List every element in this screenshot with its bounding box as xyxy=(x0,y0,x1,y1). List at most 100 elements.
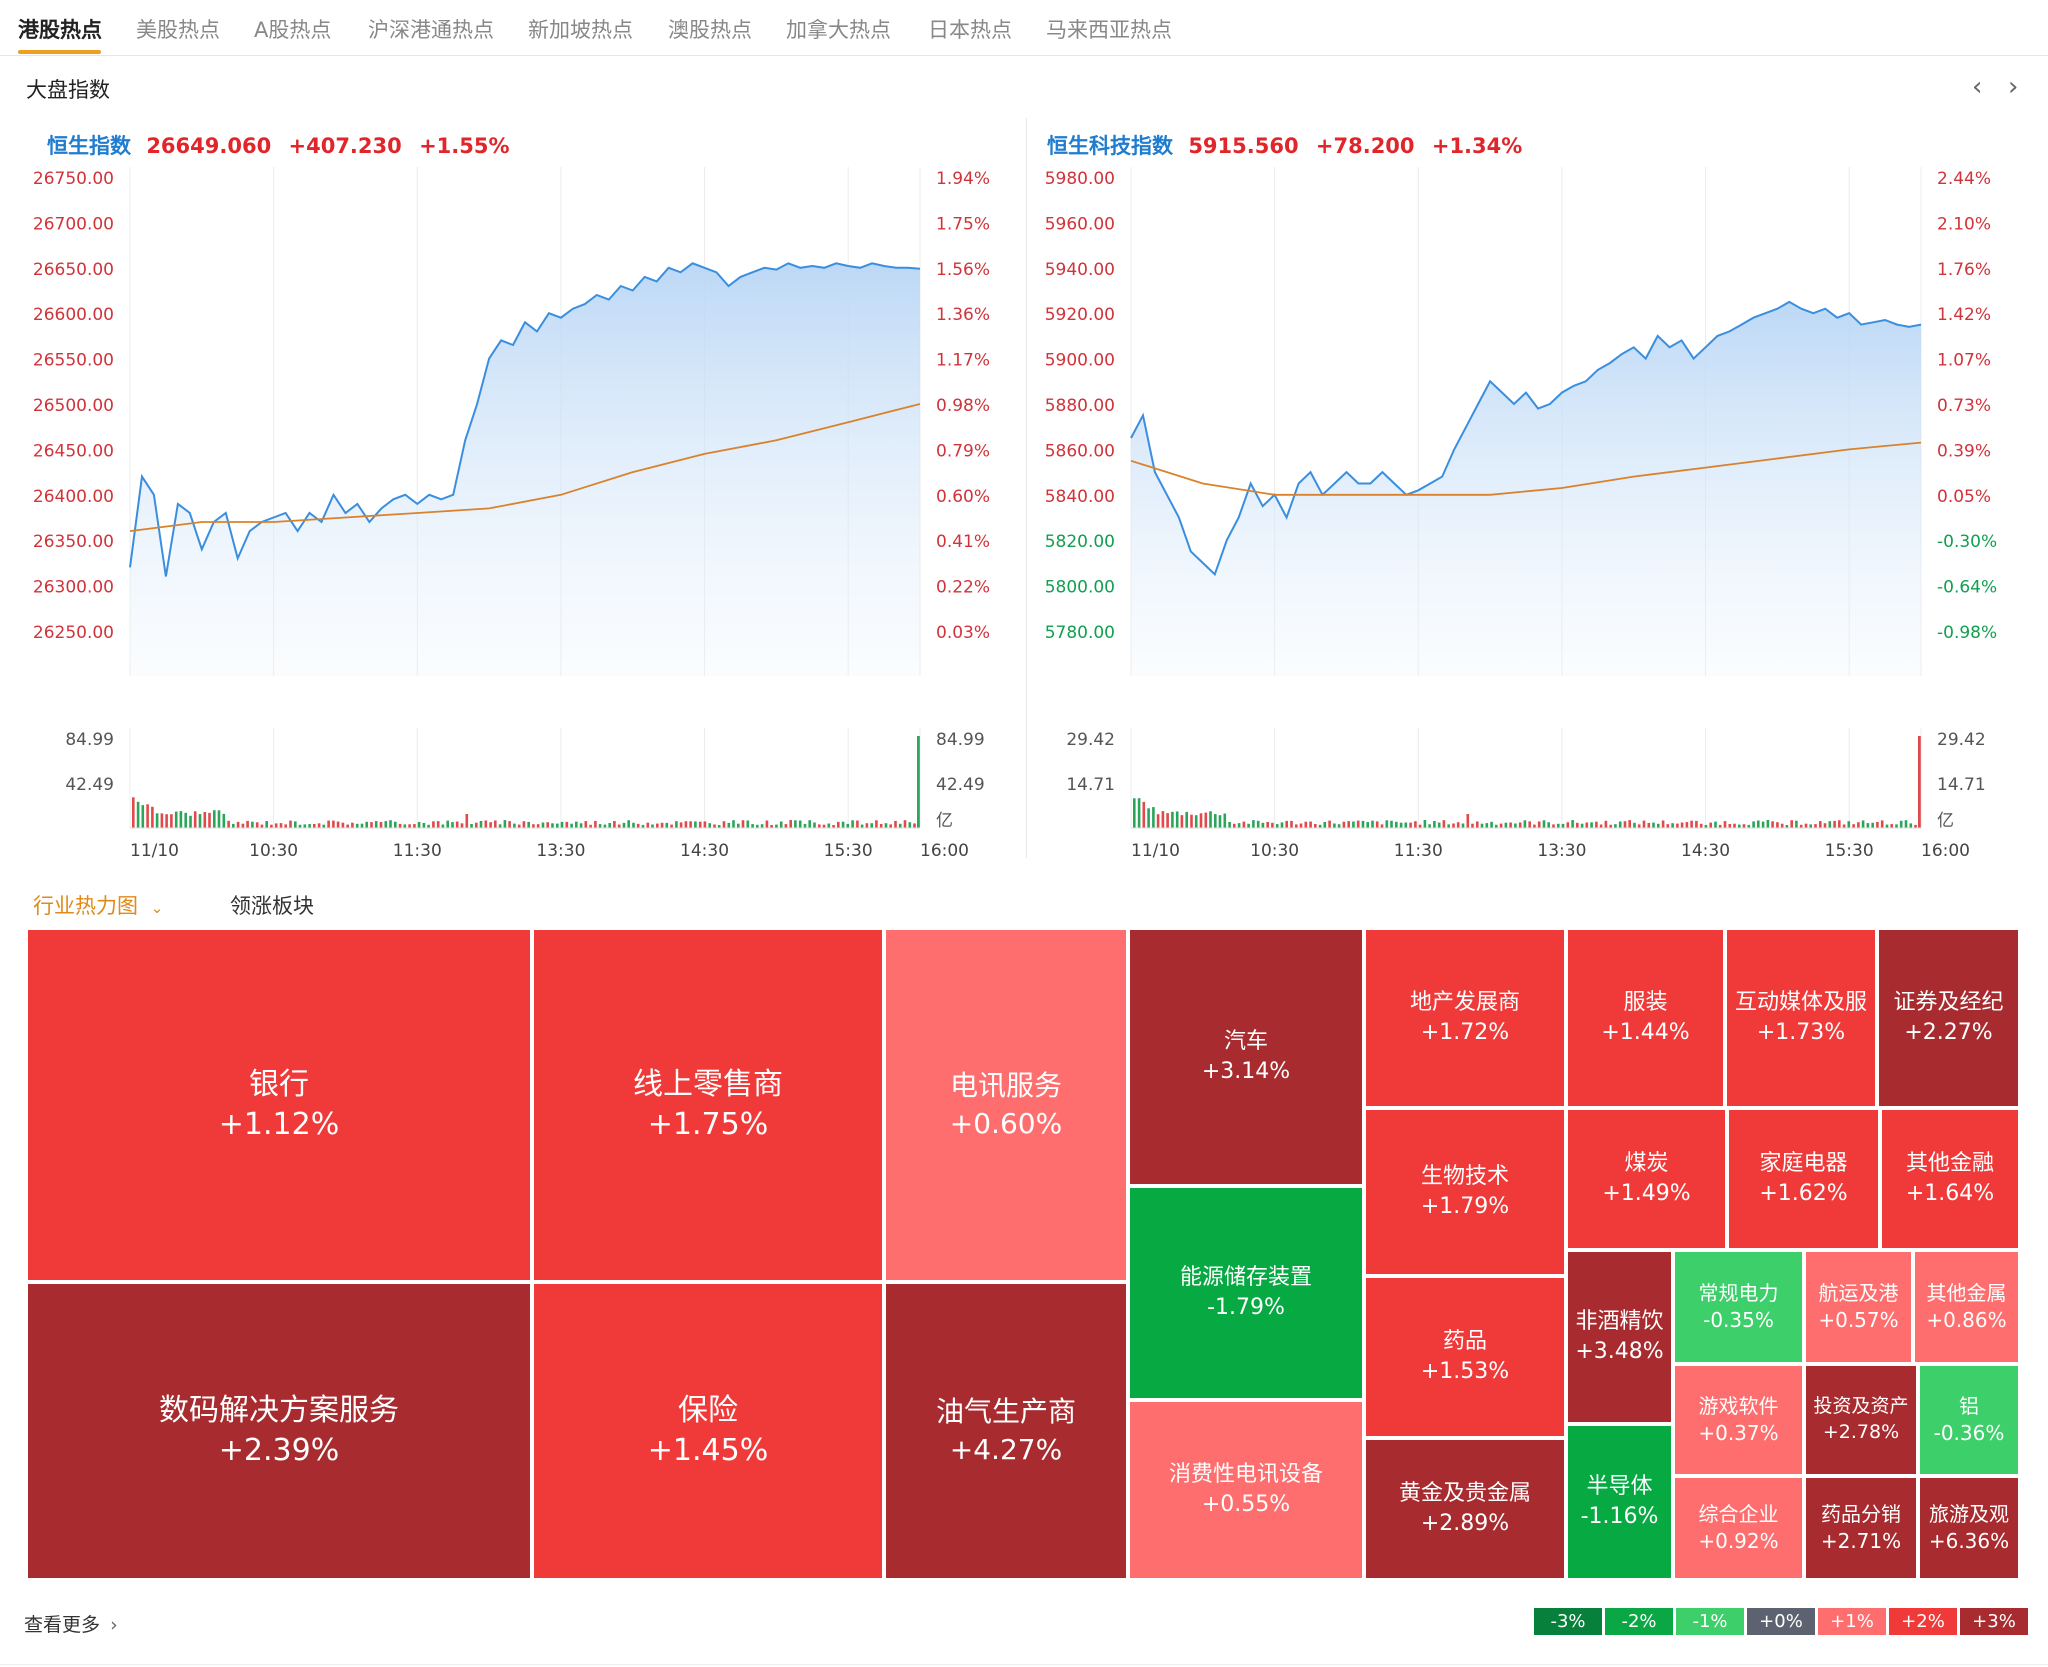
volume-bar xyxy=(1557,823,1560,828)
sector-cell[interactable]: 非酒精饮 +3.48% xyxy=(1566,1250,1673,1424)
volume-bar xyxy=(1842,824,1846,828)
average-line xyxy=(1130,441,1922,496)
volume-bar xyxy=(908,822,912,828)
volume-bar xyxy=(1318,824,1322,828)
volume-bar xyxy=(1657,823,1660,828)
volume-bar xyxy=(1299,823,1303,828)
index-name[interactable]: 恒生科技指数 xyxy=(1047,134,1173,158)
legend-swatch: -2% xyxy=(1605,1608,1673,1635)
sector-cell[interactable]: 药品 +1.53% xyxy=(1364,1276,1566,1438)
sector-cell[interactable]: 地产发展商 +1.72% xyxy=(1364,928,1566,1108)
volume-bar xyxy=(1623,821,1627,828)
volume-bar xyxy=(1590,822,1593,828)
sector-cell[interactable]: 游戏软件 +0.37% xyxy=(1673,1364,1804,1476)
sector-cell[interactable]: 汽车 +3.14% xyxy=(1128,928,1364,1186)
volume-bar xyxy=(1561,823,1565,828)
volume-bar xyxy=(284,824,287,828)
volume-bar xyxy=(598,824,602,828)
index-name[interactable]: 恒生指数 xyxy=(47,134,131,158)
sector-cell[interactable]: 其他金融 +1.64% xyxy=(1880,1108,2020,1250)
heatmap-tab[interactable]: 行业热力图 ⌄ xyxy=(33,890,163,920)
sector-name: 煤炭 xyxy=(1624,1151,1669,1177)
sector-cell[interactable]: 铝 -0.36% xyxy=(1918,1364,2020,1476)
volume-bar xyxy=(384,821,388,828)
volume-bar xyxy=(213,810,216,828)
sector-cell[interactable]: 数码解决方案服务 +2.39% xyxy=(26,1282,532,1580)
leading-sectors-tab[interactable]: 领涨板块 xyxy=(230,894,314,918)
volume-bar xyxy=(1275,824,1279,828)
volume-bar xyxy=(1323,822,1327,828)
chevron-left-icon[interactable]: ‹ xyxy=(1972,72,1983,102)
volume-bar xyxy=(260,824,264,828)
volume-bar xyxy=(1876,822,1879,828)
tab-hk[interactable]: 港股热点 xyxy=(18,18,102,42)
volume-bar xyxy=(1209,811,1212,828)
sector-name: 常规电力 xyxy=(1698,1281,1779,1305)
sector-cell[interactable]: 油气生产商 +4.27% xyxy=(884,1282,1128,1580)
volume-bar xyxy=(784,824,788,828)
volume-bar xyxy=(1871,822,1874,828)
sector-cell[interactable]: 投资及资产 +2.78% xyxy=(1804,1364,1918,1476)
volume-bar xyxy=(427,824,430,828)
volume-bar xyxy=(694,821,697,828)
volume-bar xyxy=(803,823,807,828)
sector-cell[interactable]: 黄金及贵金属 +2.89% xyxy=(1364,1438,1566,1580)
tab-us[interactable]: 美股热点 xyxy=(136,18,220,42)
sector-cell[interactable]: 生物技术 +1.79% xyxy=(1364,1108,1566,1276)
volume-bar xyxy=(417,822,421,828)
sector-cell[interactable]: 其他金属 +0.86% xyxy=(1913,1250,2020,1364)
tab-australia[interactable]: 澳股热点 xyxy=(668,18,752,42)
volume-bar xyxy=(1490,821,1493,828)
volume-bar xyxy=(332,820,335,828)
sector-cell[interactable]: 综合企业 +0.92% xyxy=(1673,1476,1804,1580)
sector-cell[interactable]: 药品分销 +2.71% xyxy=(1804,1476,1918,1580)
sector-cell[interactable]: 互动媒体及服 +1.73% xyxy=(1725,928,1877,1108)
sector-cell[interactable]: 证券及经纪 +2.27% xyxy=(1877,928,2020,1108)
sector-cell[interactable]: 保险 +1.45% xyxy=(532,1282,884,1580)
y-tick-label-pct: 2.10% xyxy=(1937,214,1991,234)
sector-pct: +2.78% xyxy=(1822,1421,1900,1443)
sector-cell[interactable]: 半导体 -1.16% xyxy=(1566,1424,1673,1580)
volume-bar xyxy=(1333,823,1336,828)
volume-bar xyxy=(1361,820,1365,828)
sector-name: 地产发展商 xyxy=(1409,990,1520,1016)
tab-a-share[interactable]: A股热点 xyxy=(254,18,332,42)
tab-malaysia[interactable]: 马来西亚热点 xyxy=(1046,18,1172,42)
sector-cell[interactable]: 常规电力 -0.35% xyxy=(1673,1250,1804,1364)
sector-name: 线上零售商 xyxy=(633,1066,783,1102)
volume-bar xyxy=(274,823,278,828)
sector-cell[interactable]: 煤炭 +1.49% xyxy=(1566,1108,1727,1250)
volume-bar xyxy=(193,811,197,828)
sector-cell[interactable]: 航运及港 +0.57% xyxy=(1804,1250,1913,1364)
hstech-chart[interactable]: 5980.00 5960.00 5940.00 5920.00 5900.00 5880.… xyxy=(1027,115,2027,860)
hsi-chart[interactable]: 26750.00 26700.00 26650.00 26600.00 26550.00… xyxy=(26,115,1025,860)
volume-bar xyxy=(846,823,850,828)
sector-cell[interactable]: 电讯服务 +0.60% xyxy=(884,928,1128,1282)
sector-cell[interactable]: 家庭电器 +1.62% xyxy=(1727,1108,1880,1250)
sector-cell[interactable]: 消费性电讯设备 +0.55% xyxy=(1128,1400,1364,1580)
sector-pct: +1.62% xyxy=(1759,1181,1848,1206)
volume-bar xyxy=(313,824,316,828)
sector-cell[interactable]: 线上零售商 +1.75% xyxy=(532,928,884,1282)
volume-bar xyxy=(879,824,883,828)
tab-singapore[interactable]: 新加坡热点 xyxy=(528,18,633,42)
sector-cell[interactable]: 旅游及观 +6.36% xyxy=(1918,1476,2020,1580)
tab-canada[interactable]: 加拿大热点 xyxy=(786,18,891,42)
volume-bar xyxy=(603,824,607,828)
volume-bar xyxy=(827,823,831,828)
volume-bar xyxy=(475,822,478,828)
sector-cell[interactable]: 能源储存装置 -1.79% xyxy=(1128,1186,1364,1400)
tab-connect[interactable]: 沪深港通热点 xyxy=(368,18,494,42)
sector-name: 家庭电器 xyxy=(1759,1151,1848,1177)
see-more-link[interactable]: 查看更多 › xyxy=(24,1610,118,1637)
volume-bar xyxy=(1414,821,1417,828)
volume-bar xyxy=(565,821,569,828)
chevron-right-icon[interactable]: › xyxy=(2008,72,2019,102)
index-price: 26649.060 xyxy=(146,134,272,158)
sector-cell[interactable]: 服装 +1.44% xyxy=(1566,928,1725,1108)
volume-bar xyxy=(1819,821,1822,828)
sector-cell[interactable]: 银行 +1.12% xyxy=(26,928,532,1282)
tab-japan[interactable]: 日本热点 xyxy=(928,18,1012,42)
volume-bar xyxy=(870,823,873,828)
volume-bar xyxy=(508,821,511,828)
